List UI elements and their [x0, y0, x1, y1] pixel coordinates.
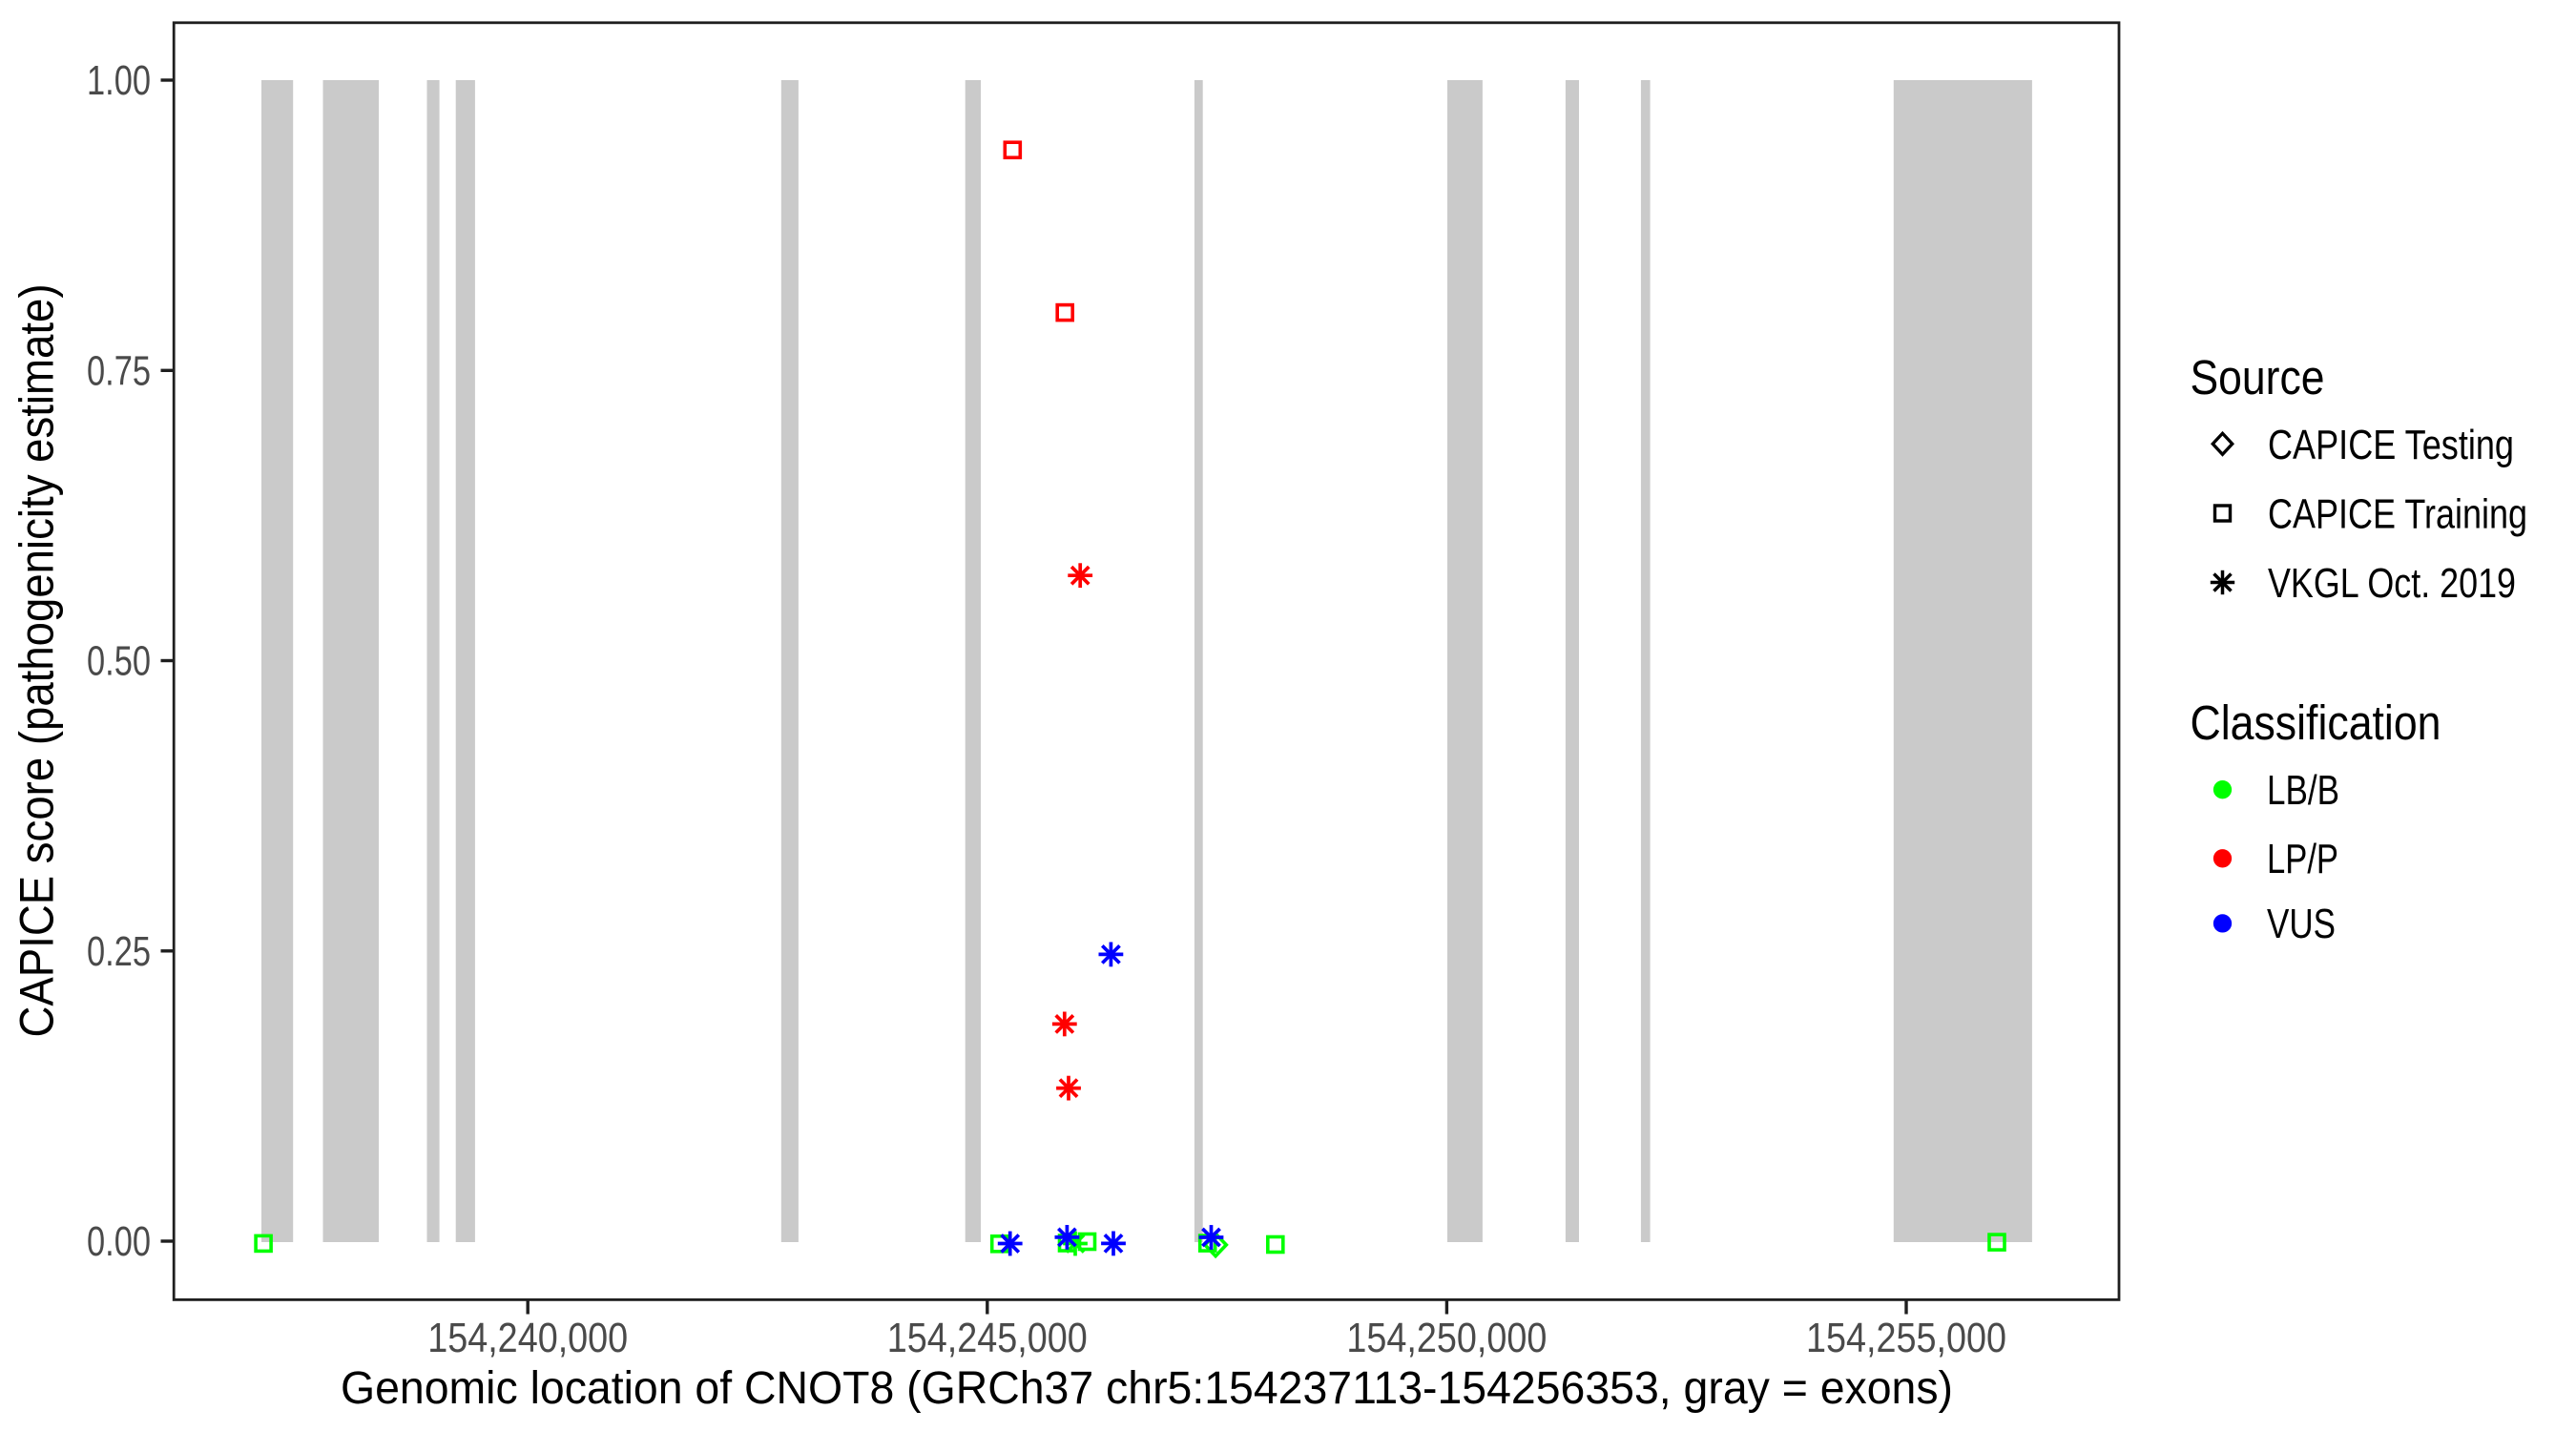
- svg-text:154,240,000: 154,240,000: [427, 1315, 628, 1361]
- svg-text:0.00: 0.00: [87, 1218, 151, 1265]
- svg-text:0.25: 0.25: [87, 928, 151, 975]
- svg-text:0.50: 0.50: [87, 638, 151, 685]
- svg-text:CAPICE Training: CAPICE Training: [2268, 491, 2527, 538]
- svg-text:VKGL Oct. 2019: VKGL Oct. 2019: [2268, 560, 2516, 607]
- svg-text:154,255,000: 154,255,000: [1806, 1315, 2006, 1361]
- svg-text:154,245,000: 154,245,000: [887, 1315, 1088, 1361]
- svg-text:Genomic location of CNOT8 (GRC: Genomic location of CNOT8 (GRCh37 chr5:1…: [341, 1362, 1953, 1414]
- svg-text:CAPICE Testing: CAPICE Testing: [2268, 422, 2514, 468]
- svg-text:CAPICE score (pathogenicity es: CAPICE score (pathogenicity estimate): [10, 284, 64, 1038]
- svg-text:LB/B: LB/B: [2267, 767, 2339, 814]
- svg-text:VUS: VUS: [2267, 901, 2336, 947]
- svg-text:Classification: Classification: [2191, 695, 2441, 750]
- svg-text:Source: Source: [2191, 350, 2325, 404]
- svg-text:1.00: 1.00: [87, 57, 151, 104]
- svg-text:LP/P: LP/P: [2267, 836, 2338, 882]
- svg-text:154,250,000: 154,250,000: [1346, 1315, 1547, 1361]
- svg-text:0.75: 0.75: [87, 348, 151, 395]
